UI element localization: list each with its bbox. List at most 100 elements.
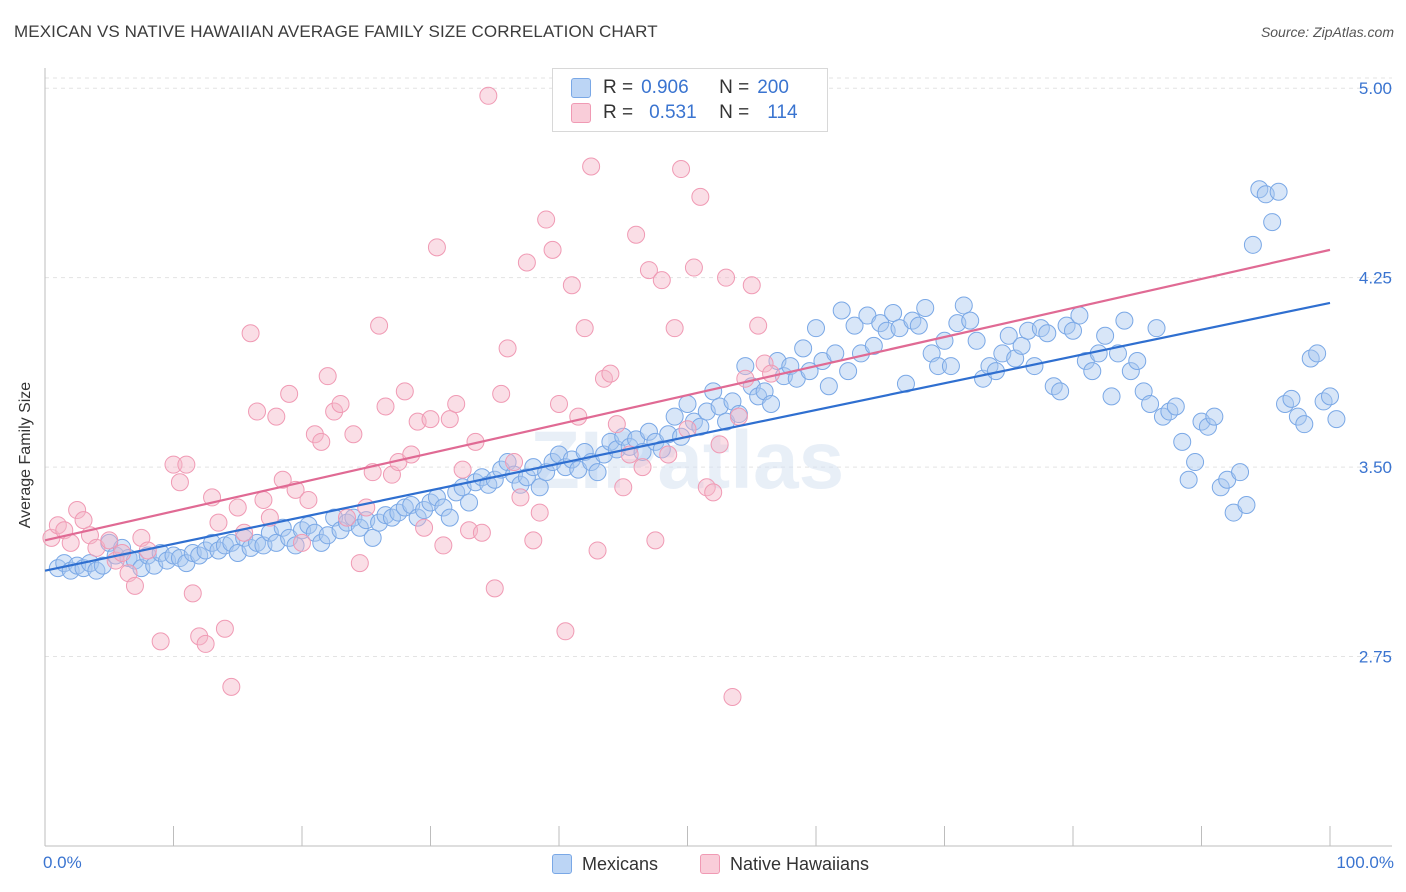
- r-value: 0.531: [649, 102, 697, 123]
- data-point: [999, 326, 1018, 345]
- data-point: [170, 473, 189, 492]
- data-point: [408, 508, 427, 527]
- data-point: [440, 508, 459, 527]
- data-point: [498, 339, 517, 358]
- data-point: [434, 536, 453, 555]
- data-point: [819, 377, 838, 396]
- data-point: [485, 579, 504, 598]
- y-tick-label: 4.25: [1359, 269, 1392, 288]
- data-point: [762, 364, 781, 383]
- data-point: [909, 316, 928, 335]
- data-point: [1096, 326, 1115, 345]
- data-point: [569, 407, 588, 426]
- data-point: [427, 238, 446, 257]
- data-point: [967, 331, 986, 350]
- data-point: [517, 253, 536, 272]
- r-value: 0.906: [641, 77, 689, 98]
- data-point: [691, 187, 710, 206]
- data-point: [1321, 387, 1339, 406]
- data-point: [511, 475, 530, 494]
- trend-lines: [44, 248, 1331, 572]
- data-point: [190, 627, 209, 646]
- data-point: [954, 296, 973, 315]
- data-point: [704, 483, 723, 502]
- data-point: [575, 319, 594, 338]
- data-point: [916, 298, 935, 317]
- r-label: R =: [603, 102, 634, 123]
- data-point: [350, 518, 369, 537]
- data-point: [331, 394, 350, 413]
- mexicans-legend-swatch: [552, 854, 572, 874]
- trend-line-native-hawaiians: [44, 248, 1331, 542]
- x-tick-label-min: 0.0%: [43, 853, 82, 872]
- data-point: [209, 513, 228, 532]
- stats-row-mexicans: R = 0.906 N = 200: [571, 76, 789, 100]
- data-point: [164, 455, 183, 474]
- data-point: [1141, 394, 1160, 413]
- data-point: [1121, 362, 1140, 381]
- data-point: [794, 339, 813, 358]
- data-point: [312, 432, 331, 451]
- native-hawaiians-swatch: [571, 103, 591, 123]
- data-point: [100, 531, 119, 550]
- data-point: [517, 468, 536, 487]
- data-points: [42, 86, 1346, 706]
- data-point: [421, 410, 440, 429]
- data-point: [1051, 382, 1070, 401]
- data-point: [639, 422, 658, 441]
- data-point: [729, 407, 748, 426]
- y-axis-label: Average Family Size: [17, 381, 34, 529]
- data-point: [447, 394, 466, 413]
- data-point: [1108, 344, 1127, 363]
- data-point: [839, 362, 858, 381]
- data-point: [415, 501, 434, 520]
- data-point: [1211, 478, 1230, 497]
- data-point: [1179, 470, 1198, 489]
- data-point: [1166, 397, 1185, 416]
- data-point: [305, 425, 324, 444]
- data-point: [665, 319, 684, 338]
- data-point: [543, 240, 562, 259]
- data-point: [453, 460, 472, 479]
- data-point: [267, 407, 286, 426]
- data-point: [1295, 415, 1314, 434]
- data-point: [807, 319, 825, 338]
- data-point: [1282, 389, 1301, 408]
- native-hawaiians-legend-swatch: [700, 854, 720, 874]
- y-tick-label: 5.00: [1359, 79, 1392, 98]
- data-point: [1186, 453, 1205, 472]
- data-point: [511, 488, 530, 507]
- data-point: [151, 632, 170, 651]
- data-point: [222, 677, 241, 696]
- data-point: [601, 364, 620, 383]
- y-tick-label: 3.50: [1359, 458, 1392, 477]
- data-point: [1128, 352, 1147, 371]
- data-point: [460, 493, 479, 512]
- data-point: [530, 503, 549, 522]
- data-point: [363, 528, 382, 547]
- data-point: [177, 455, 196, 474]
- data-point: [749, 316, 768, 335]
- data-point: [1243, 235, 1262, 254]
- data-point: [678, 394, 697, 413]
- data-point: [344, 425, 363, 444]
- data-point: [1231, 463, 1250, 482]
- x-tick-label-max: 100.0%: [1336, 853, 1394, 872]
- data-point: [1038, 324, 1057, 343]
- data-point: [1070, 306, 1089, 325]
- data-point: [215, 619, 234, 638]
- data-point: [684, 258, 703, 277]
- data-point: [1173, 432, 1192, 451]
- legend-item-native-hawaiians: Native Hawaiians: [700, 851, 869, 877]
- n-value: 114: [767, 102, 798, 123]
- data-point: [402, 445, 421, 464]
- data-point: [884, 304, 903, 323]
- data-point: [1102, 387, 1121, 406]
- data-point: [961, 311, 980, 330]
- data-point: [1308, 344, 1327, 363]
- data-point: [1198, 417, 1217, 436]
- data-point: [736, 357, 755, 376]
- data-point: [652, 271, 671, 290]
- data-point: [440, 410, 459, 429]
- y-tick-labels: 2.75 3.50 4.25 5.00: [1359, 79, 1392, 666]
